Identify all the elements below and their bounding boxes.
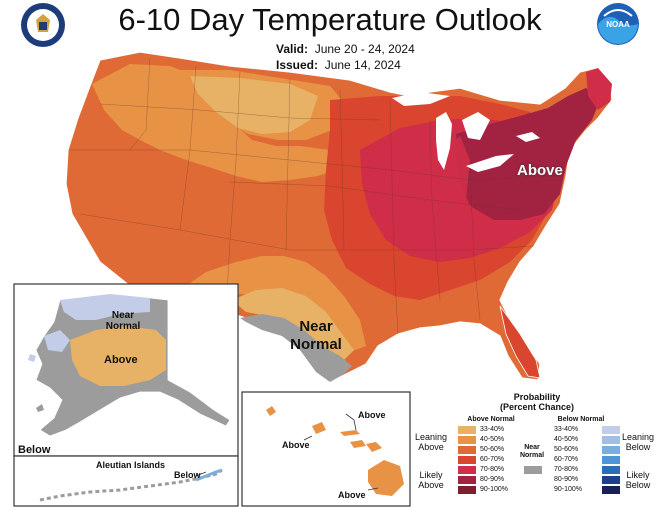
label-hawaii-above-1: Above xyxy=(358,410,386,420)
legend-below-swatch-0 xyxy=(602,426,620,434)
legend-below-swatch-1 xyxy=(602,436,620,444)
legend-above-label-4: 70-80% xyxy=(480,466,505,473)
legend-below-label-1: 40-50% xyxy=(554,436,579,443)
legend-below-swatch-4 xyxy=(602,466,620,474)
legend-leaning-above: Leaning Above xyxy=(414,432,448,452)
issued-date: Issued: June 14, 2024 xyxy=(276,58,401,72)
legend-above-header: Above Normal xyxy=(467,416,515,423)
label-above-northeast: Above xyxy=(517,162,563,179)
svg-text:NOAA: NOAA xyxy=(606,20,630,29)
valid-dates: Valid: June 20 - 24, 2024 xyxy=(276,42,415,56)
legend-above-label-3: 60-70% xyxy=(480,456,505,463)
label-alaska-near-normal: Near Normal xyxy=(105,310,141,332)
legend-above-swatch-6 xyxy=(458,486,476,494)
legend-below-label-2: 50-60% xyxy=(554,446,579,453)
legend-title-2: (Percent Chance) xyxy=(499,402,575,412)
commerce-seal-logo xyxy=(20,2,66,48)
legend-near-header: Near Normal xyxy=(519,444,545,459)
legend-above-label-1: 40-50% xyxy=(480,436,505,443)
legend-near-swatch xyxy=(524,466,542,474)
legend-below-swatch-3 xyxy=(602,456,620,464)
legend-below-label-5: 80-90% xyxy=(554,476,579,483)
legend-below-header: Below Normal xyxy=(557,416,605,423)
legend-above-swatch-5 xyxy=(458,476,476,484)
label-alaska-above: Above xyxy=(104,354,138,366)
legend-below-label-4: 70-80% xyxy=(554,466,579,473)
legend-likely-below: Likely Below xyxy=(625,470,651,490)
legend-above-swatch-2 xyxy=(458,446,476,454)
legend-below-label-0: 33-40% xyxy=(554,426,579,433)
legend-above-label-2: 50-60% xyxy=(480,446,505,453)
legend-likely-above: Likely Above xyxy=(418,470,444,490)
label-hawaii-above-2: Above xyxy=(282,440,310,450)
legend-above-swatch-0 xyxy=(458,426,476,434)
legend-above-swatch-1 xyxy=(458,436,476,444)
label-aleutian-below: Below xyxy=(174,470,201,480)
legend-below-label-6: 90-100% xyxy=(554,486,583,493)
legend-leaning-below: Leaning Below xyxy=(621,432,655,452)
label-hawaii-above-3: Above xyxy=(338,490,366,500)
legend-above-swatch-4 xyxy=(458,466,476,474)
legend-below-label-3: 60-70% xyxy=(554,456,579,463)
probability-legend: Probability (Percent Chance) Above Norma… xyxy=(412,392,658,504)
page-title: 6-10 Day Temperature Outlook xyxy=(118,2,542,37)
legend-below-swatch-5 xyxy=(602,476,620,484)
legend-below-swatch-6 xyxy=(602,486,620,494)
legend-title-1: Probability xyxy=(513,392,561,402)
legend-above-label-0: 33-40% xyxy=(480,426,505,433)
legend-above-label-5: 80-90% xyxy=(480,476,505,483)
legend-below-swatch-2 xyxy=(602,446,620,454)
label-near-normal-texas: Near Normal xyxy=(290,318,342,353)
label-aleutian-title: Aleutian Islands xyxy=(96,460,166,470)
label-alaska-below: Below xyxy=(18,444,51,456)
legend-above-swatch-3 xyxy=(458,456,476,464)
legend-above-label-6: 90-100% xyxy=(480,486,509,493)
noaa-logo: NOAA xyxy=(596,2,640,46)
